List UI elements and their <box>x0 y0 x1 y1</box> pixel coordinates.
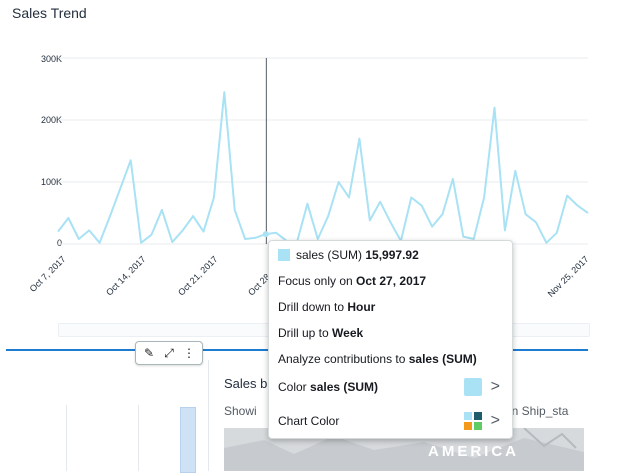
data-point[interactable] <box>564 193 570 199</box>
data-point[interactable] <box>460 234 466 240</box>
data-point[interactable] <box>450 176 456 182</box>
data-point[interactable] <box>523 211 529 217</box>
data-point[interactable] <box>232 207 238 213</box>
chart-title: Sales Trend <box>12 5 87 21</box>
menu-item-chart-color[interactable]: Chart Color > <box>278 411 504 431</box>
map-shapes <box>224 428 584 471</box>
table-divider <box>138 405 139 471</box>
color-prefix: Color <box>278 380 311 394</box>
data-point[interactable] <box>585 210 591 216</box>
data-point[interactable] <box>273 230 279 236</box>
analyze-value: sales (SUM) <box>408 352 477 366</box>
data-point[interactable] <box>502 227 508 233</box>
menu-item-drill-down[interactable]: Drill down to Hour <box>278 297 504 317</box>
expand-icon[interactable]: ⤢ <box>164 345 174 360</box>
data-point[interactable] <box>336 179 342 185</box>
data-point[interactable] <box>533 219 539 225</box>
focus-prefix: Focus only on <box>278 274 357 288</box>
map-region-label: AMERICA <box>428 443 519 460</box>
y-tick-label: 0 <box>56 238 62 248</box>
data-point[interactable] <box>211 195 217 201</box>
y-tick-label: 200K <box>40 115 62 125</box>
data-point[interactable] <box>107 213 113 219</box>
palette-icon <box>464 412 482 430</box>
data-point[interactable] <box>76 236 82 242</box>
data-point[interactable] <box>65 215 71 221</box>
data-point[interactable] <box>97 240 103 246</box>
table-divider <box>66 405 67 471</box>
drill-down-prefix: Drill down to <box>278 300 348 314</box>
data-point-context-menu: sales (SUM) 15,997.92 Focus only on Oct … <box>268 240 513 439</box>
menu-item-focus[interactable]: Focus only on Oct 27, 2017 <box>278 271 504 291</box>
data-point[interactable] <box>242 236 248 242</box>
drill-up-prefix: Drill up to <box>278 326 333 340</box>
data-point[interactable] <box>128 157 134 163</box>
chevron-right-icon: > <box>490 378 500 395</box>
pencil-icon[interactable]: ✎ <box>143 346 155 360</box>
drill-up-value: Week <box>332 326 364 340</box>
data-point[interactable] <box>356 136 362 142</box>
data-point[interactable] <box>512 168 518 174</box>
more-vertical-icon[interactable]: ⋮ <box>183 346 195 360</box>
series-line-sales[interactable] <box>57 91 589 244</box>
menu-header-label: sales (SUM) 15,997.92 <box>296 245 419 265</box>
menu-item-drill-up[interactable]: Drill up to Week <box>278 323 504 343</box>
data-point[interactable] <box>200 229 206 235</box>
menu-item-analyze[interactable]: Analyze contributions to sales (SUM) <box>278 349 504 369</box>
data-point[interactable] <box>117 185 123 191</box>
data-point[interactable] <box>325 213 331 219</box>
data-point[interactable] <box>429 224 435 230</box>
data-point[interactable] <box>367 217 373 223</box>
data-point[interactable] <box>346 195 352 201</box>
header-series-value: 15,997.92 <box>365 248 419 262</box>
data-point[interactable] <box>440 211 446 217</box>
data-point[interactable] <box>408 195 414 201</box>
data-point[interactable] <box>481 195 487 201</box>
data-point[interactable] <box>55 229 61 235</box>
series-color-preview <box>464 378 482 396</box>
lower-visual-subtitle-right: in Ship_sta <box>509 404 569 418</box>
y-tick-label: 100K <box>40 177 62 187</box>
chart-color-label: Chart Color <box>278 414 340 428</box>
data-point[interactable] <box>304 201 310 207</box>
menu-header-series: sales (SUM) 15,997.92 <box>278 245 504 265</box>
header-series-name: sales (SUM) <box>296 248 363 262</box>
chevron-right-icon: > <box>490 412 500 429</box>
data-point[interactable] <box>543 240 549 246</box>
data-point[interactable] <box>575 203 581 209</box>
data-point[interactable] <box>491 105 497 111</box>
data-point[interactable] <box>138 240 144 246</box>
data-point[interactable] <box>554 230 560 236</box>
mini-scrollbar[interactable] <box>180 407 196 473</box>
data-point[interactable] <box>190 213 196 219</box>
series-color-swatch <box>278 249 290 261</box>
visual-toolbar: ✎ ⤢ ⋮ <box>135 341 203 365</box>
data-point[interactable] <box>159 207 165 213</box>
analyze-prefix: Analyze contributions to <box>278 352 409 366</box>
data-point[interactable] <box>388 219 394 225</box>
menu-item-color-series[interactable]: Color sales (SUM) > <box>278 377 504 397</box>
data-point[interactable] <box>149 232 155 238</box>
data-point[interactable] <box>221 89 227 95</box>
data-point[interactable] <box>419 203 425 209</box>
data-point[interactable] <box>252 235 258 241</box>
color-value: sales (SUM) <box>310 380 379 394</box>
focus-value: Oct 27, 2017 <box>356 274 427 288</box>
drill-down-value: Hour <box>347 300 376 314</box>
data-point[interactable] <box>86 227 92 233</box>
data-point[interactable] <box>377 199 383 205</box>
data-point[interactable] <box>262 231 269 238</box>
lower-visual-title: Sales b <box>224 376 268 391</box>
y-tick-label: 300K <box>40 54 62 64</box>
data-point[interactable] <box>180 227 186 233</box>
data-point[interactable] <box>169 239 175 245</box>
lower-visual-subtitle: Showi <box>224 404 257 418</box>
